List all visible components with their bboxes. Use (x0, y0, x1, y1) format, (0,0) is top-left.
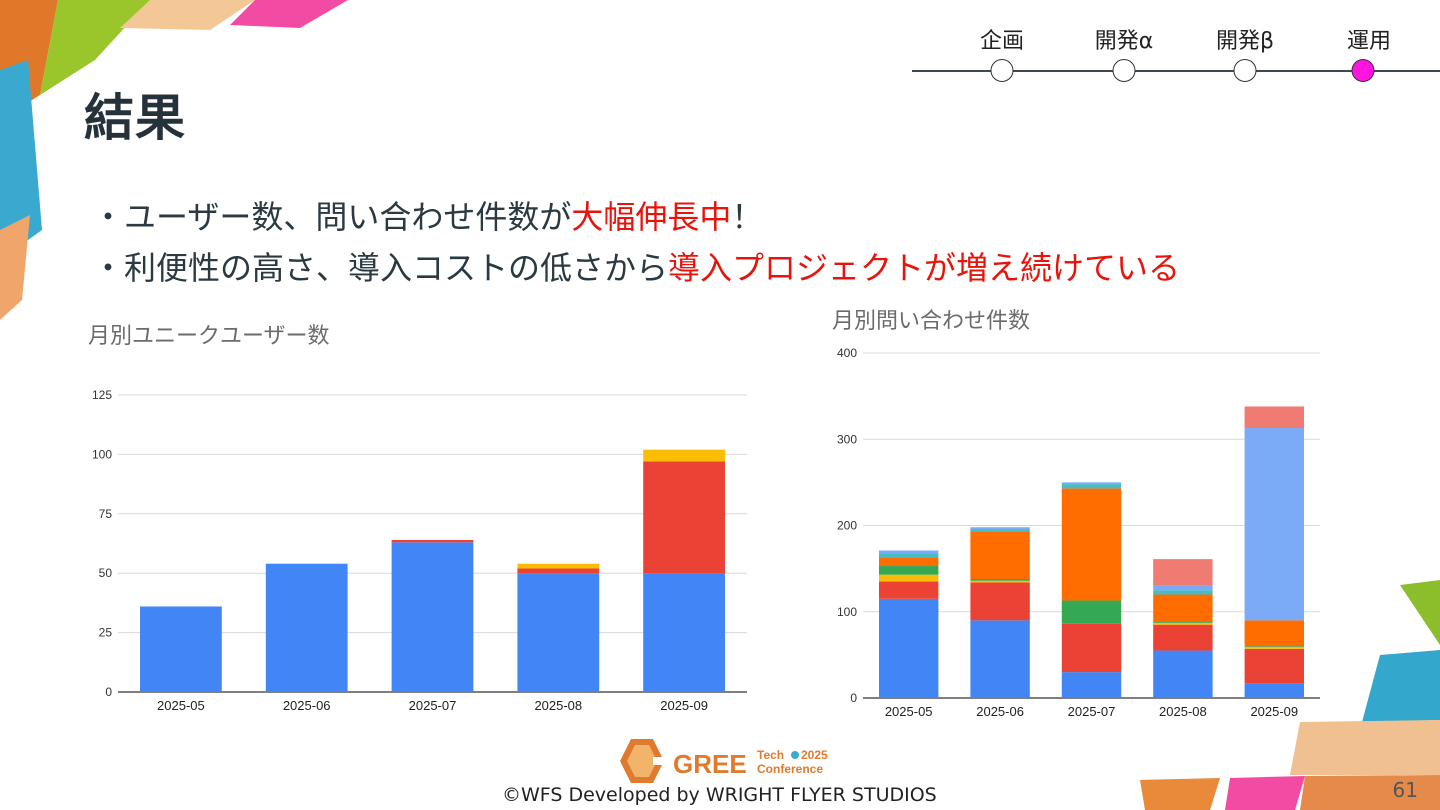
y-tick-label: 125 (92, 388, 112, 402)
bar-segment-s7-2025-05 (878, 550, 939, 554)
slide-title: 結果 (84, 89, 186, 147)
logo-year: 2025 (801, 748, 827, 762)
x-tick-label: 2025-05 (157, 698, 205, 713)
x-tick-label: 2025-05 (885, 704, 933, 719)
bar-segment-s7-2025-09 (1244, 428, 1305, 621)
bullet-text: ユーザー数、問い合わせ件数が (124, 198, 572, 236)
gree-tech-conference-logo: GREE Tech 2025 Conference (620, 739, 827, 783)
y-tick-label: 0 (105, 685, 112, 699)
bar-segment-s3-2025-06 (970, 580, 1030, 583)
step-label-dev-alpha: 開発α (1094, 29, 1154, 54)
bar-segment-s6-2025-07 (1061, 484, 1122, 489)
step-dot-dev-alpha (1112, 59, 1136, 82)
bullet-item: ・ユーザー数、問い合わせ件数が大幅伸長中！ (92, 198, 764, 236)
bar-segment-s2-2025-09 (643, 461, 725, 574)
progress-line (912, 70, 1440, 72)
bar-segment-s8-2025-09 (1244, 406, 1305, 429)
x-tick-label: 2025-08 (1159, 704, 1207, 719)
bar-segment-s5-2025-05 (878, 557, 939, 567)
x-tick-label: 2025-07 (1068, 704, 1116, 719)
bar-segment-s1-2025-09 (1244, 683, 1305, 698)
bar-segment-s7-2025-07 (1061, 482, 1122, 485)
step-dot-operation (1351, 59, 1375, 82)
bar-segment-s3-2025-08 (517, 563, 600, 569)
bar-segment-s1-2025-08 (517, 573, 600, 692)
bar-segment-s4-2025-08 (1153, 622, 1213, 623)
bar-segment-s4-2025-05 (878, 566, 939, 575)
y-tick-label: 50 (99, 566, 113, 580)
bar-segment-s1-2025-06 (265, 563, 348, 692)
bar-segment-s1-2025-09 (643, 573, 725, 692)
bar-segment-s6-2025-08 (1153, 590, 1213, 595)
bullet-text: 利便性の高さ、導入コストの低さから (124, 249, 669, 287)
copyright-footer: ©WFS Developed by WRIGHT FLYER STUDIOS (502, 784, 937, 806)
bar-segment-s1-2025-05 (140, 606, 222, 692)
bar-segment-s7-2025-06 (970, 527, 1030, 529)
bar-segment-s3-2025-09 (1244, 647, 1305, 649)
bullet-list: ・ユーザー数、問い合わせ件数が大幅伸長中！ ・利便性の高さ、導入コストの低さから… (92, 192, 1180, 294)
x-tick-label: 2025-07 (409, 698, 457, 713)
bar-segment-s2-2025-08 (1153, 624, 1213, 651)
step-dot-planning (990, 59, 1014, 82)
y-tick-label: 100 (92, 447, 112, 461)
x-tick-label: 2025-09 (660, 698, 708, 713)
bar-segment-s5-2025-09 (1244, 620, 1305, 647)
logo-brand: GREE (673, 749, 747, 779)
bar-segment-s1-2025-08 (1153, 650, 1213, 698)
bar-segment-s2-2025-09 (1244, 648, 1305, 684)
bar-segment-s3-2025-09 (643, 449, 725, 462)
x-tick-label: 2025-06 (976, 704, 1024, 719)
bar-segment-s5-2025-06 (970, 531, 1030, 579)
y-tick-label: 25 (99, 626, 113, 640)
bar-segment-s1-2025-07 (1061, 672, 1122, 698)
chart-title-inquiries: 月別問い合わせ件数 (832, 309, 1031, 334)
x-tick-label: 2025-06 (283, 698, 331, 713)
bar-segment-s5-2025-08 (1153, 594, 1213, 623)
step-label-dev-beta: 開発β (1215, 29, 1275, 54)
bullet-item: ・利便性の高さ、導入コストの低さから導入プロジェクトが増え続けている (92, 249, 1181, 287)
y-tick-label: 100 (837, 605, 857, 619)
bar-segment-s6-2025-05 (878, 553, 939, 558)
logo-conference: Conference (757, 762, 823, 776)
bar-segment-s1-2025-07 (391, 542, 474, 692)
bar-segment-s2-2025-07 (391, 539, 474, 543)
bar-segment-s5-2025-07 (1061, 488, 1122, 601)
y-tick-label: 400 (837, 346, 857, 360)
phase-progress: 企画 開発α 開発β 運用 (912, 18, 1440, 88)
bar-segment-s6-2025-06 (970, 528, 1030, 532)
step-dot-dev-beta (1233, 59, 1257, 82)
y-tick-label: 300 (837, 432, 857, 446)
bar-segment-s4-2025-09 (1244, 646, 1305, 648)
y-tick-label: 0 (850, 691, 857, 705)
bar-segment-s1-2025-06 (970, 620, 1030, 698)
step-label-operation: 運用 (1346, 29, 1392, 54)
page-number: 61 (1392, 778, 1418, 802)
logo-tech: Tech (757, 748, 784, 762)
bar-segment-s3-2025-08 (1153, 622, 1213, 625)
x-tick-label: 2025-08 (534, 698, 582, 713)
bar-segment-s1-2025-05 (878, 598, 939, 698)
step-label-planning: 企画 (979, 29, 1025, 54)
bar-segment-s4-2025-06 (970, 578, 1030, 581)
y-tick-label: 200 (837, 519, 857, 533)
y-tick-label: 75 (99, 507, 113, 521)
bullet-highlight: 導入プロジェクトが増え続けている (668, 249, 1181, 287)
bar-segment-s2-2025-06 (970, 582, 1030, 621)
bar-segment-s2-2025-08 (517, 568, 600, 574)
bar-segment-s2-2025-07 (1061, 623, 1122, 673)
bullet-highlight: 大幅伸長中 (571, 198, 732, 236)
bar-segment-s7-2025-08 (1153, 585, 1213, 591)
x-tick-label: 2025-09 (1250, 704, 1298, 719)
bar-segment-s8-2025-08 (1153, 559, 1213, 586)
bar-segment-s2-2025-05 (878, 581, 939, 599)
bullet-suffix: ！ (731, 198, 764, 236)
bar-segment-s3-2025-05 (878, 574, 939, 582)
bar-segment-s4-2025-07 (1061, 600, 1122, 624)
chart-title-unique-users: 月別ユニークユーザー数 (88, 324, 330, 349)
